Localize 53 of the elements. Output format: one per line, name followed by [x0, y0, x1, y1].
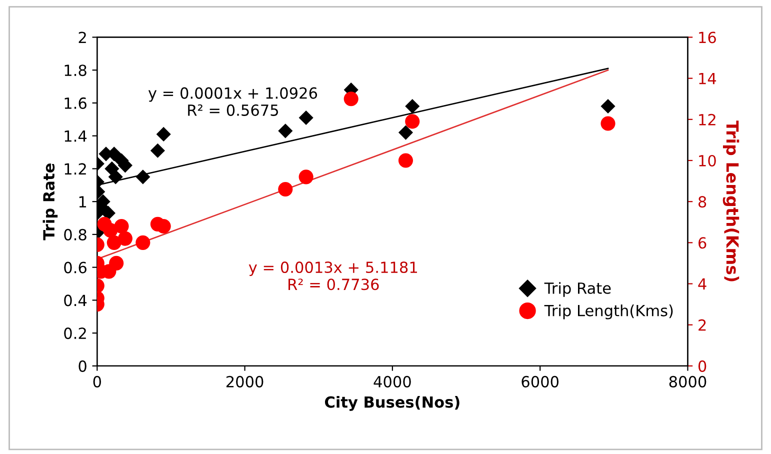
point — [278, 124, 293, 138]
point — [298, 170, 314, 184]
point — [108, 170, 123, 184]
point — [344, 92, 358, 106]
legend-label: Trip Rate — [544, 282, 611, 297]
y-tick-label: 1 — [79, 196, 86, 208]
y-tick-label: 0.8 — [64, 228, 86, 240]
point — [114, 218, 129, 234]
y-tick-label: 1.4 — [64, 130, 87, 142]
point — [298, 110, 314, 126]
x-tick-label: 8000 — [669, 376, 706, 388]
point — [398, 125, 414, 140]
point — [405, 114, 420, 129]
y2-tick-label: 6 — [698, 237, 706, 249]
point — [136, 235, 150, 250]
point — [150, 143, 165, 158]
point — [118, 231, 132, 246]
y-axis-title: Trip Rate — [42, 164, 58, 240]
annotation: y = 0.0013x + 5.1181 R² = 0.7736 — [248, 262, 417, 290]
y-tick-label: 0.4 — [64, 294, 87, 306]
y-tick-label: 0 — [78, 360, 86, 372]
point — [136, 170, 150, 184]
y2-tick-label: 2 — [698, 319, 706, 331]
point — [398, 153, 414, 168]
y-tick-label: 0.2 — [64, 328, 86, 340]
x-tick-label: 0 — [93, 376, 101, 388]
point — [156, 126, 171, 142]
point — [278, 182, 293, 197]
x-tick-label: 2000 — [226, 376, 264, 388]
y-tick-label: 1.8 — [64, 64, 86, 76]
y-tick-label: 2 — [78, 32, 86, 44]
y2-tick-label: 10 — [699, 154, 716, 167]
y2-tick-label: 12 — [699, 114, 716, 126]
y-tick-label: 1.2 — [64, 163, 86, 175]
point — [100, 206, 116, 220]
legend-label: Trip Length(Kms) — [544, 304, 673, 320]
y2-axis-title: Trip Length(Kms) — [722, 120, 740, 282]
y2-tick-label: 16 — [699, 32, 716, 44]
y2-tick-label: 14 — [699, 72, 716, 84]
x-tick-label: 4000 — [374, 376, 411, 388]
point — [600, 98, 616, 114]
x-axis-title: City Buses(Nos) — [324, 396, 460, 411]
x-tick-label: 6000 — [522, 376, 559, 388]
point — [405, 98, 420, 114]
y-tick-label: 1.6 — [64, 97, 86, 109]
y2-tick-label: 0 — [698, 360, 706, 372]
y2-tick-label: 4 — [698, 278, 706, 290]
y-tick-label: 0.6 — [64, 262, 86, 274]
annotation: y = 0.0001x + 1.0926 R² = 0.5675 — [148, 87, 318, 116]
point — [109, 256, 124, 270]
point — [156, 218, 171, 234]
y2-tick-label: 8 — [698, 196, 706, 208]
point — [600, 116, 616, 131]
